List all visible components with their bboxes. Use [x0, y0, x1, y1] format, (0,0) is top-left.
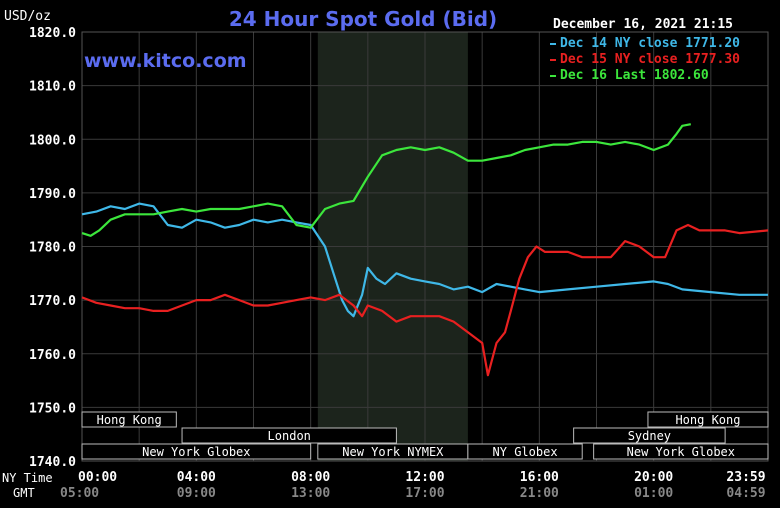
y-tick-label: 1820.0	[29, 26, 76, 41]
legend-entry: Dec 15 NY close 1777.30	[560, 52, 740, 67]
y-tick-label: 1790.0	[29, 187, 76, 202]
gmt-label: GMT	[13, 486, 35, 500]
session-label: Hong Kong	[97, 413, 162, 427]
plot-border	[81, 31, 769, 462]
timestamp: December 16, 2021 21:15	[553, 17, 733, 32]
legend-swatch	[550, 43, 556, 45]
ny-time-label: NY Time	[2, 471, 53, 485]
gmt-tick-label: 13:00	[291, 486, 330, 501]
session-label: NY Globex	[493, 445, 558, 459]
watermark-text: www.kitco.com	[84, 50, 247, 72]
session-box	[81, 443, 312, 460]
legend-entry: Dec 16 Last 1802.60	[560, 68, 709, 83]
session-label: New York Globex	[627, 445, 735, 459]
y-tick-label: 1780.0	[29, 241, 76, 256]
series-line-1	[81, 202, 768, 318]
session-label: Hong Kong	[675, 413, 740, 427]
x-tick-label: 04:00	[177, 470, 216, 485]
legend-swatch	[550, 59, 556, 61]
plot-area: 1820.0 1810.0 1800.0 1790.0 1780.0 1770.0 1760…	[29, 26, 769, 501]
session-label: New York Globex	[142, 445, 250, 459]
x-tick-label: 20:00	[634, 470, 673, 485]
session-box	[573, 427, 726, 444]
legend-swatch	[550, 75, 556, 77]
y-tick-label: 1750.0	[29, 401, 76, 416]
x-tick-label: 00:00	[78, 470, 117, 485]
gmt-tick-label: 09:00	[177, 486, 216, 501]
legend-entry: Dec 14 NY close 1771.20	[560, 36, 740, 51]
unit-label: USD/oz	[4, 9, 51, 24]
series-line-3	[81, 123, 692, 237]
session-box	[467, 443, 583, 460]
session-box	[647, 411, 769, 428]
y-tick-label: 1800.0	[29, 133, 76, 148]
session-box	[181, 427, 397, 444]
y-tick-label: 1760.0	[29, 348, 76, 363]
y-tick-label: 1810.0	[29, 80, 76, 95]
gmt-tick-label: 04:59	[726, 486, 765, 501]
gmt-tick-label: 05:00	[60, 486, 99, 501]
series-line-2	[81, 223, 769, 377]
y-tick-label: 1770.0	[29, 294, 76, 309]
session-label: Sydney	[628, 429, 671, 443]
session-box	[593, 443, 769, 460]
x-tick-label: 12:00	[405, 470, 444, 485]
gmt-tick-label: 17:00	[405, 486, 444, 501]
x-tick-label: 08:00	[291, 470, 330, 485]
session-label: London	[268, 429, 311, 443]
x-tick-label: 23:59	[726, 470, 765, 485]
gmt-tick-label: 01:00	[634, 486, 673, 501]
session-label: New York NYMEX	[342, 445, 444, 459]
gmt-tick-label: 21:00	[520, 486, 559, 501]
session-box	[81, 411, 177, 428]
x-tick-label: 16:00	[520, 470, 559, 485]
chart-title: 24 Hour Spot Gold (Bid)	[229, 7, 497, 31]
y-tick-label: 1740.0	[29, 455, 76, 470]
